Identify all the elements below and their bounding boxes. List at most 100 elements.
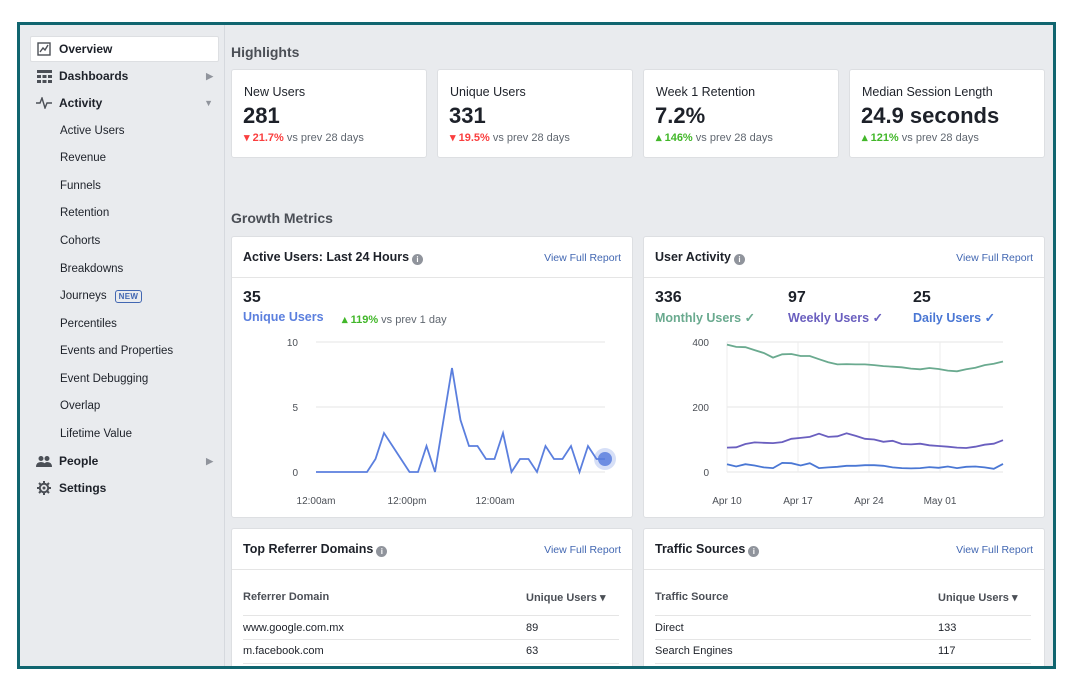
card-title: User Activity i: [655, 250, 745, 265]
table-cell-source: Search Engines: [655, 645, 733, 657]
kpi-delta: ▾ 21.7% vs prev 28 days: [244, 131, 364, 144]
highlights-title: Highlights: [231, 44, 300, 60]
sidebar-item-journeys[interactable]: Journeys NEW: [31, 283, 221, 309]
view-full-report-link[interactable]: View Full Report: [544, 544, 621, 556]
kpi-value: 7.2%: [655, 103, 706, 128]
sidebar-item-label: Activity: [59, 96, 103, 110]
sidebar-item-breakdowns[interactable]: Breakdowns: [31, 256, 221, 282]
delta-percent: 121%: [870, 132, 899, 144]
kpi-card-unique-users: Unique Users 331 ▾ 19.5% vs prev 28 days: [437, 69, 633, 158]
referrer-card: Top Referrer Domains i View Full Report R…: [231, 528, 633, 666]
y-tick-label: 200: [692, 403, 709, 414]
people-icon: [35, 452, 53, 470]
sidebar-item-events-properties[interactable]: Events and Properties: [31, 338, 221, 364]
view-full-report-link[interactable]: View Full Report: [544, 252, 621, 264]
arrow-up-icon: ▴: [342, 314, 351, 326]
sidebar-item-label: Overview: [59, 42, 113, 56]
arrow-down-icon: ▾: [450, 132, 459, 144]
card-title: Traffic Sources i: [655, 542, 760, 557]
sidebar-item-retention[interactable]: Retention: [31, 200, 221, 226]
info-icon[interactable]: i: [733, 254, 745, 265]
chevron-down-icon: ▼: [204, 98, 213, 108]
sidebar-item-label: People: [59, 454, 99, 468]
divider: [655, 615, 1031, 616]
pulse-icon: [35, 94, 53, 112]
weekly-users-toggle[interactable]: Weekly Users ✓: [788, 310, 883, 325]
sidebar-item-overview[interactable]: Overview: [30, 36, 219, 62]
card-header: User Activity i View Full Report: [644, 237, 1044, 278]
grid-icon: [35, 67, 53, 85]
divider: [655, 663, 1031, 664]
x-tick-label: 12:00am: [297, 496, 336, 507]
monthly-users-toggle[interactable]: Monthly Users ✓: [655, 310, 755, 325]
info-icon[interactable]: i: [748, 546, 760, 557]
card-title: Top Referrer Domains i: [243, 542, 388, 557]
delta-percent: 21.7%: [252, 132, 284, 144]
kpi-label: New Users: [244, 85, 306, 99]
sidebar-item-label: Breakdowns: [60, 263, 124, 275]
series-line: [726, 461, 1004, 470]
x-tick-label: 12:00pm: [388, 496, 427, 507]
view-full-report-link[interactable]: View Full Report: [956, 252, 1033, 264]
kpi-card-week1-retention: Week 1 Retention 7.2% ▴ 146% vs prev 28 …: [643, 69, 839, 158]
info-icon[interactable]: i: [376, 546, 388, 557]
y-tick-label: 10: [287, 338, 299, 349]
y-tick-label: 400: [692, 338, 709, 349]
sidebar-item-active-users[interactable]: Active Users: [31, 118, 221, 144]
sidebar-item-label: Lifetime Value: [60, 428, 133, 440]
sidebar-item-label: Dashboards: [59, 69, 129, 83]
sidebar-item-funnels[interactable]: Funnels: [31, 173, 221, 199]
sidebar-item-settings[interactable]: Settings: [31, 475, 221, 501]
app-window: Overview Dashboards ▶ Activity ▼ Active …: [17, 22, 1056, 669]
sort-desc-icon: ▾: [1011, 592, 1018, 604]
card-title: Active Users: Last 24 Hours i: [243, 250, 424, 265]
line-chart-icon: [35, 40, 53, 58]
x-tick-label: Apr 17: [783, 496, 813, 507]
metric-value: 35: [243, 289, 261, 306]
metric-label: Weekly Users: [788, 311, 870, 325]
sidebar-item-lifetime-value[interactable]: Lifetime Value: [31, 421, 221, 447]
sidebar-item-cohorts[interactable]: Cohorts: [31, 228, 221, 254]
metric-label: Daily Users: [913, 311, 982, 325]
table-cell-value: 133: [938, 622, 957, 634]
daily-users-toggle[interactable]: Daily Users ✓: [913, 310, 995, 325]
card-header: Traffic Sources i View Full Report: [644, 529, 1044, 570]
series-line: [726, 432, 1004, 449]
column-header-unique-users[interactable]: Unique Users ▾: [938, 591, 1018, 604]
sidebar-item-activity[interactable]: Activity ▼: [31, 90, 221, 116]
sort-desc-icon: ▾: [599, 592, 606, 604]
sidebar-item-label: Revenue: [60, 152, 107, 164]
card-title-text: User Activity: [655, 250, 731, 264]
sidebar-item-event-debugging[interactable]: Event Debugging: [31, 366, 221, 392]
kpi-card-median-session: Median Session Length 24.9 seconds ▴ 121…: [849, 69, 1045, 158]
table-cell-domain: m.facebook.com: [243, 645, 324, 657]
sidebar-item-overlap[interactable]: Overlap: [31, 393, 221, 419]
kpi-card-new-users: New Users 281 ▾ 21.7% vs prev 28 days: [231, 69, 427, 158]
sidebar-item-revenue[interactable]: Revenue: [31, 145, 221, 171]
kpi-delta: ▴ 121% vs prev 28 days: [862, 131, 979, 144]
sidebar-item-label: Funnels: [60, 180, 101, 192]
table-cell-source: Direct: [655, 622, 684, 634]
delta-suffix: vs prev 28 days: [692, 132, 773, 144]
check-icon: ✓: [872, 311, 884, 325]
card-title-text: Traffic Sources: [655, 542, 746, 556]
x-tick-label: May 01: [924, 496, 957, 507]
sidebar-item-percentiles[interactable]: Percentiles: [31, 311, 221, 337]
sidebar-item-dashboards[interactable]: Dashboards ▶: [31, 63, 221, 89]
sidebar-item-label: Settings: [59, 481, 107, 495]
info-icon[interactable]: i: [412, 254, 424, 265]
column-header-source: Traffic Source: [655, 591, 729, 603]
card-header: Top Referrer Domains i View Full Report: [232, 529, 632, 570]
sidebar-item-people[interactable]: People ▶: [31, 448, 221, 474]
metric-delta: ▴ 119% vs prev 1 day: [342, 313, 447, 326]
view-full-report-link[interactable]: View Full Report: [956, 544, 1033, 556]
chevron-right-icon: ▶: [206, 71, 213, 81]
y-tick-label: 5: [292, 403, 298, 414]
metric-label: Unique Users: [243, 310, 324, 324]
user-activity-card: User Activity i View Full Report 336 Mont…: [643, 236, 1045, 518]
x-tick-label: Apr 10: [712, 496, 742, 507]
arrow-down-icon: ▾: [244, 132, 253, 144]
active-users-chart: 0 5 10 12:00am 12:00pm 12:00am: [287, 338, 616, 507]
column-header-unique-users[interactable]: Unique Users ▾: [526, 591, 606, 604]
kpi-label: Median Session Length: [862, 85, 993, 99]
